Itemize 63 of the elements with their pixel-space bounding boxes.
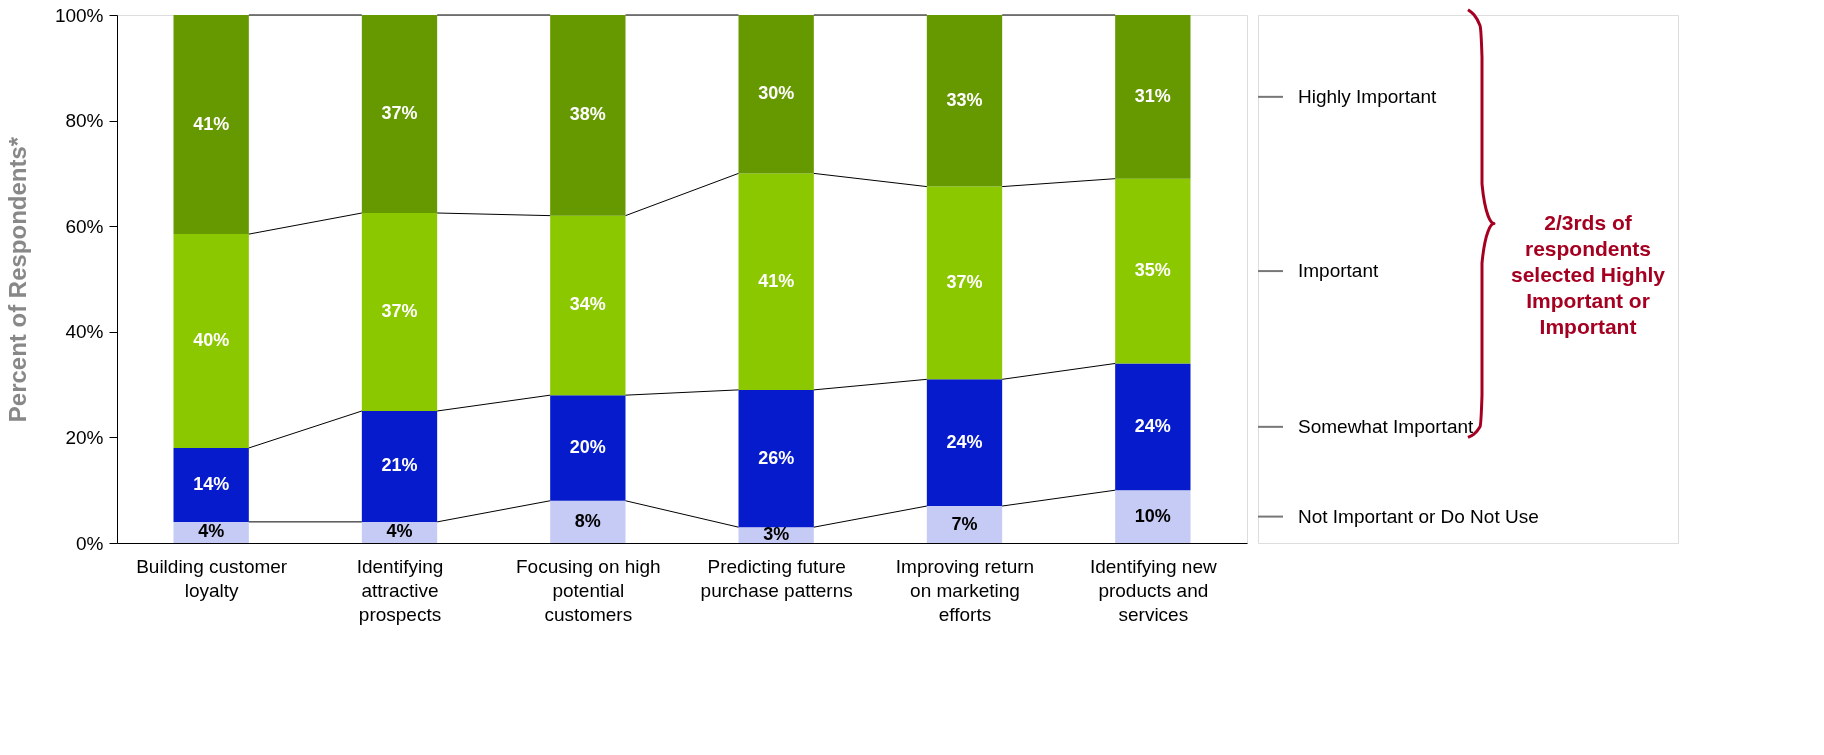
data-label: 38%: [569, 104, 606, 125]
text: 2/3rds of respondents selected Highly Important or Important: [1510, 210, 1666, 338]
bar: [361, 411, 438, 522]
bar: [926, 15, 1003, 187]
bar: [550, 500, 626, 543]
data-label: 4%: [198, 521, 225, 542]
bar: [926, 506, 1003, 543]
data-label: 35%: [1134, 260, 1171, 281]
x-tick-label: Identifying new products and services: [1089, 555, 1217, 625]
x-tick-label: Improving return on marketing efforts: [895, 555, 1035, 625]
y-tick-label: 80%: [65, 110, 104, 132]
data-label: 8%: [574, 510, 601, 531]
data-label: 31%: [1134, 85, 1171, 106]
text: Important: [1298, 260, 1379, 282]
data-label: 10%: [1134, 505, 1171, 526]
bar: [173, 447, 249, 522]
data-label: 34%: [569, 294, 606, 315]
y-tick-label: 60%: [65, 215, 104, 237]
data-label: 7%: [951, 513, 978, 534]
data-label: 41%: [193, 113, 230, 134]
bar: [1115, 15, 1191, 179]
data-label: 37%: [381, 301, 418, 321]
data-label: 4%: [386, 521, 413, 542]
bar: [738, 389, 814, 528]
data-label: 26%: [758, 447, 795, 468]
data-label: 24%: [946, 431, 983, 452]
y-tick-label: 100%: [54, 4, 104, 26]
bar: [550, 15, 626, 216]
bar: [173, 234, 249, 448]
bar: [361, 213, 438, 411]
bar: [550, 395, 626, 501]
text: Highly Important: [1298, 85, 1438, 107]
data-label: 3%: [763, 524, 790, 545]
x-tick-label: Building customer loyalty: [136, 555, 288, 601]
text: Somewhat Important: [1298, 415, 1475, 437]
data-label: 33%: [946, 89, 983, 110]
data-label: 20%: [569, 436, 606, 457]
data-label: 41%: [758, 270, 795, 291]
bar: [550, 215, 626, 396]
data-label: 24%: [1134, 415, 1171, 436]
data-label: 37%: [946, 271, 983, 292]
text: Not Important or Do Not Use: [1298, 505, 1539, 527]
x-tick-label: Predicting future purchase patterns: [700, 555, 853, 601]
bar: [361, 15, 438, 213]
bar: [173, 15, 249, 235]
x-tick-label: Focusing on high potential customers: [515, 555, 661, 625]
bar: [738, 15, 814, 174]
y-tick-label: 20%: [65, 426, 104, 448]
x-tick-label: Identifying attractive prospects: [356, 555, 444, 625]
bar: [1115, 363, 1191, 491]
y-tick-label: 40%: [65, 321, 104, 343]
data-label: 40%: [193, 330, 230, 351]
y-tick-label: 0%: [76, 532, 104, 554]
bar: [926, 379, 1003, 507]
data-label: 21%: [381, 455, 418, 476]
bar: [738, 173, 814, 390]
bar: [926, 186, 1003, 380]
y-axis-title: Percent of Respondents*: [3, 136, 31, 423]
data-label: 37%: [381, 103, 418, 123]
data-label: 30%: [758, 83, 795, 104]
data-label: 14%: [193, 473, 230, 494]
bar: [1115, 178, 1191, 364]
bar: [1115, 490, 1191, 543]
